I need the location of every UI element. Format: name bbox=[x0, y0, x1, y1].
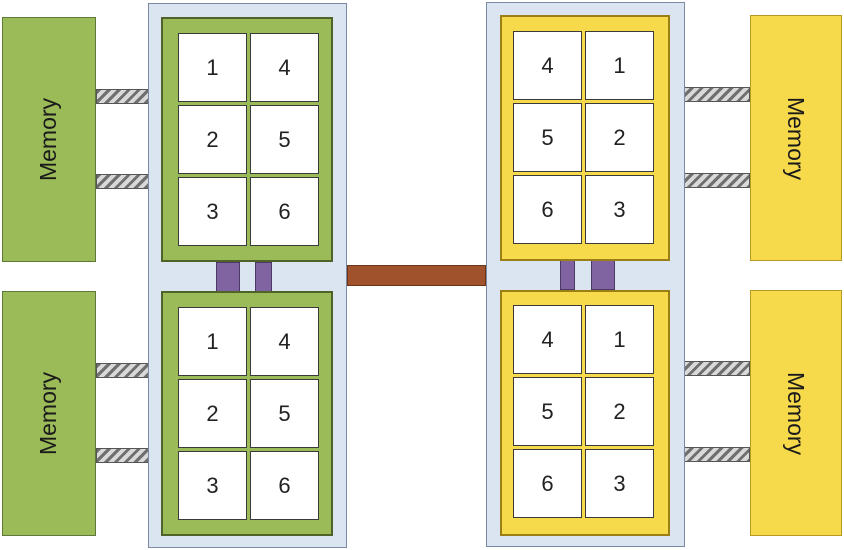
core: 4 bbox=[250, 307, 319, 376]
core: 2 bbox=[178, 105, 247, 174]
core: 5 bbox=[513, 103, 582, 172]
core: 5 bbox=[513, 377, 582, 446]
chip-link bbox=[560, 260, 575, 290]
core: 6 bbox=[513, 175, 582, 244]
memory-right-bottom: Memory bbox=[750, 290, 842, 536]
memory-right-top: Memory bbox=[750, 15, 842, 261]
memory-label: Memory bbox=[783, 96, 810, 180]
memory-left-bottom: Memory bbox=[2, 291, 96, 536]
chip-link bbox=[216, 262, 240, 292]
core: 6 bbox=[250, 177, 319, 246]
core: 3 bbox=[178, 177, 247, 246]
memory-left-top: Memory bbox=[2, 17, 96, 262]
core: 4 bbox=[513, 305, 582, 374]
socket-interconnect bbox=[347, 265, 486, 286]
core: 4 bbox=[513, 31, 582, 100]
core: 4 bbox=[250, 33, 319, 102]
core: 3 bbox=[585, 449, 654, 518]
memory-label: Memory bbox=[35, 97, 62, 182]
memory-label: Memory bbox=[783, 371, 810, 455]
chip-link bbox=[591, 260, 615, 290]
core: 3 bbox=[585, 175, 654, 244]
core: 1 bbox=[585, 31, 654, 100]
core: 2 bbox=[178, 379, 247, 448]
core: 1 bbox=[585, 305, 654, 374]
core: 6 bbox=[513, 449, 582, 518]
core: 1 bbox=[178, 33, 247, 102]
core: 6 bbox=[250, 451, 319, 520]
core: 1 bbox=[178, 307, 247, 376]
chip-link bbox=[255, 262, 272, 292]
memory-label: Memory bbox=[35, 371, 62, 456]
core: 3 bbox=[178, 451, 247, 520]
core: 2 bbox=[585, 377, 654, 446]
core: 2 bbox=[585, 103, 654, 172]
core: 5 bbox=[250, 379, 319, 448]
core: 5 bbox=[250, 105, 319, 174]
